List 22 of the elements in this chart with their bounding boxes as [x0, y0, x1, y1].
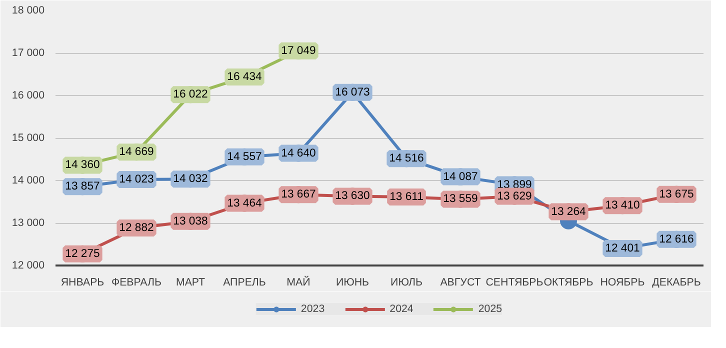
legend-label: 2023 — [300, 303, 325, 315]
y-tick-label: 17 000 — [12, 47, 45, 59]
x-tick-label: МАЙ — [286, 276, 310, 288]
x-tick-label: ИЮНЬ — [336, 276, 370, 288]
x-tick-label: МАРТ — [176, 276, 206, 288]
x-tick-label: ОКТЯБРЬ — [544, 276, 594, 288]
y-tick-label: 14 000 — [12, 174, 45, 186]
x-tick-label: ДЕКАБРЬ — [652, 276, 701, 288]
x-tick-label: НОЯБРЬ — [600, 276, 645, 288]
y-tick-label: 16 000 — [12, 90, 45, 102]
y-tick-label: 15 000 — [12, 132, 45, 144]
y-tick-label: 12 000 — [12, 260, 45, 272]
legend-label: 2025 — [478, 303, 502, 315]
x-tick-label: АПРЕЛЬ — [223, 276, 266, 288]
y-tick-label: 18 000 — [12, 4, 45, 16]
x-tick-label: ФЕВРАЛЬ — [111, 276, 162, 288]
x-tick-label: ЯНВАРЬ — [60, 276, 104, 288]
x-tick-label: СЕНТЯБРЬ — [486, 276, 544, 288]
x-tick-label: АВГУСТ — [440, 276, 482, 288]
y-tick-label: 13 000 — [12, 217, 45, 229]
x-tick-label: ИЮЛЬ — [390, 276, 422, 288]
legend-label: 2024 — [390, 303, 414, 315]
